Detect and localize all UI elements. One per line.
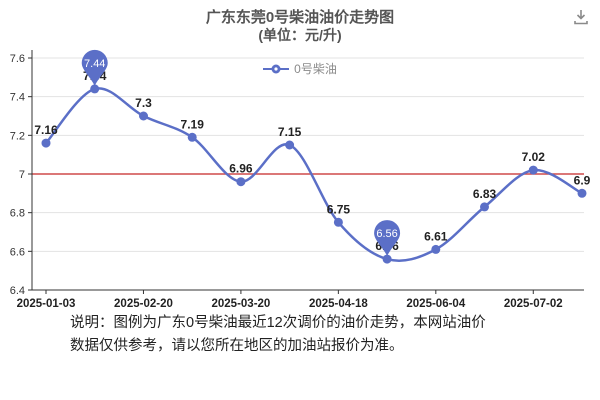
x-tick-label: 2025-01-03 [17,298,76,310]
x-tick-label: 2025-06-04 [406,298,465,310]
disclaimer-text: 说明：图例为广东0号柴油最近12次调价的油价走势，本网站油价 数据仅供参考，请以… [70,312,576,358]
download-icon [574,10,588,25]
y-tick-label: 6.8 [10,208,25,220]
data-point[interactable] [285,140,295,150]
chart-title-block: 广东东莞0号柴油油价走势图 (单位：元/升) [0,8,600,44]
x-tick-label: 2025-03-20 [211,298,270,310]
point-label: 7.19 [181,117,205,131]
y-tick-label: 6.6 [10,246,25,258]
markpoint-value-max: 7.44 [84,58,105,70]
data-point[interactable] [577,188,587,198]
chart-title: 广东东莞0号柴油油价走势图 [205,9,395,26]
point-label: 7.3 [135,96,152,110]
x-tick-label: 2025-04-18 [309,298,368,310]
disclaimer-line2: 数据仅供参考，请以您所在地区的加油站报价为准。 [70,338,404,354]
point-label: 7.02 [522,150,546,164]
legend-marker-icon [263,64,290,73]
point-label: 7.15 [278,125,302,139]
data-point[interactable] [41,138,51,148]
point-label: 7.16 [34,123,58,137]
markpoint-pin-max [81,49,108,86]
data-point[interactable] [528,165,538,175]
data-point[interactable] [382,254,392,264]
y-tick-label: 7.2 [10,130,25,142]
data-point[interactable] [187,132,197,142]
data-point[interactable] [431,244,441,254]
x-tick-label: 2025-07-02 [504,298,563,310]
disclaimer-line1: 说明：图例为广东0号柴油最近12次调价的油价走势，本网站油价 [70,315,486,331]
data-point[interactable] [139,111,148,121]
data-point[interactable] [333,217,343,227]
point-label: 6.61 [424,229,448,243]
point-label: 6.75 [327,202,351,216]
markpoint-value-min: 6.56 [376,228,397,240]
y-tick-label: 6.4 [10,285,25,297]
point-label: 6.83 [473,187,497,201]
point-label: 6.9 [574,173,591,187]
markpoint-pin-min [374,220,401,257]
y-tick-label: 7.6 [10,53,25,65]
y-tick-label: 7 [19,169,25,181]
y-tick-label: 7.4 [10,92,25,104]
data-point[interactable] [236,177,246,187]
legend-label: 0号柴油 [294,62,337,76]
chart-subtitle: (单位：元/升) [258,27,342,43]
legend-item-diesel[interactable]: 0号柴油 [263,60,337,77]
x-tick-label: 2025-02-20 [114,298,173,310]
point-label: 6.96 [229,162,253,176]
chart-legend: 0号柴油 [0,60,600,77]
data-point[interactable] [480,202,489,212]
download-button[interactable] [572,8,590,26]
data-point[interactable] [90,84,100,94]
price-trend-chart[interactable]: 6.4 6.6 6.8 7 7.2 7.4 7.6 2025-01-03 2025-02-20 2… [0,0,600,312]
